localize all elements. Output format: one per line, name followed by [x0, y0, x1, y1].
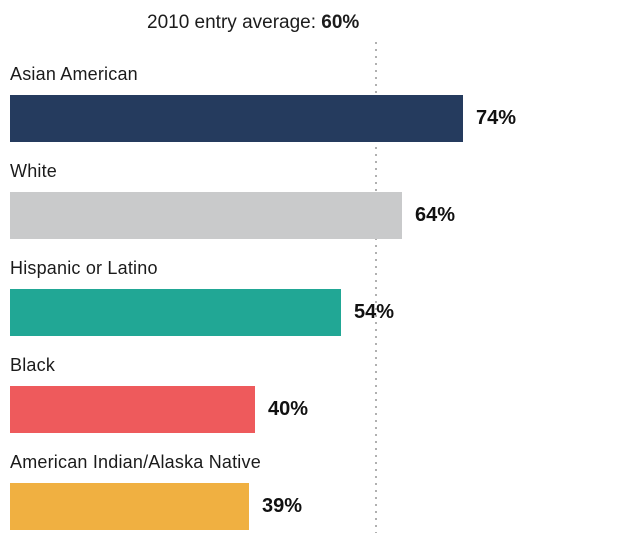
- bar: [10, 386, 255, 433]
- chart-title: 2010 entry average: 60%: [147, 9, 359, 37]
- value-label: 40%: [268, 398, 309, 420]
- chart-title-text: 2010 entry average:: [147, 12, 322, 33]
- chart-title-value: 60%: [321, 12, 360, 33]
- bar-group: White 64%: [0, 159, 640, 256]
- category-label: White: [10, 161, 58, 181]
- value-label: 54%: [354, 301, 395, 323]
- value-label: 64%: [415, 204, 456, 226]
- bar: [10, 289, 341, 336]
- bar-group: Hispanic or Latino 54%: [0, 256, 640, 353]
- bar-group: Asian American 74%: [0, 62, 640, 159]
- bar: [10, 192, 402, 239]
- bar-rows: Asian American 74% White 64% Hispanic or Lat…: [0, 62, 640, 547]
- category-label: Asian American: [10, 64, 138, 84]
- bar-group: American Indian/Alaska Native 39%: [0, 450, 640, 547]
- category-label: American Indian/Alaska Native: [10, 452, 261, 472]
- value-label: 74%: [476, 107, 517, 129]
- value-label: 39%: [262, 495, 303, 517]
- bar: [10, 95, 463, 142]
- category-label: Hispanic or Latino: [10, 258, 158, 278]
- reference-line: [375, 42, 377, 533]
- bar-group: Black 40%: [0, 353, 640, 450]
- bar: [10, 483, 249, 530]
- category-label: Black: [10, 355, 56, 375]
